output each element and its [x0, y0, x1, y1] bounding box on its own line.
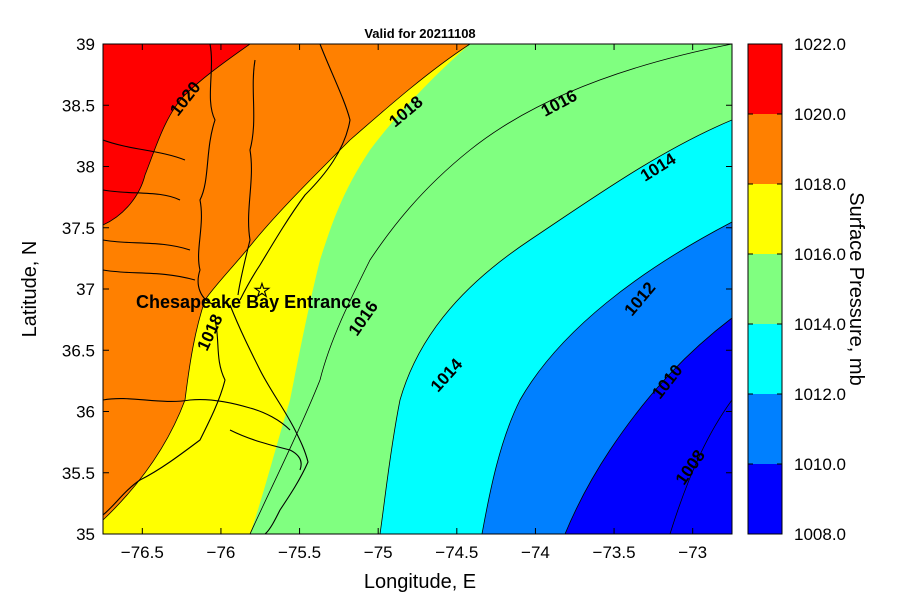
colorbar-segment	[748, 44, 782, 115]
x-tick-label: −76.5	[121, 543, 164, 562]
y-axis-label: Latitude, N	[19, 241, 41, 338]
contour-line-1018	[103, 44, 471, 521]
y-tick-label: 36.5	[62, 341, 95, 360]
colorbar-tick-label: 1012.0	[794, 385, 846, 404]
contour-line-1008	[669, 399, 732, 534]
contour-lines	[103, 44, 732, 534]
y-tick-label: 38	[76, 158, 95, 177]
x-tick-label: −76	[207, 543, 236, 562]
coastline	[103, 44, 351, 534]
colorbar-tick-label: 1008.0	[794, 525, 846, 544]
x-tick-label: −74	[521, 543, 550, 562]
location-marker-star: ☆	[253, 280, 271, 302]
colorbar-label: Surface Pressure, mb	[845, 192, 867, 385]
band-red	[103, 44, 250, 225]
x-tick-label: −73	[678, 543, 707, 562]
colorbar-ticks: 1022.0 1020.0 1018.0 1016.0 1014.0 1012.0 1010…	[748, 35, 846, 544]
colorbar	[747, 43, 783, 535]
colorbar-frame	[747, 43, 783, 535]
colorbar-segment	[748, 114, 782, 185]
location-marker-label: Chesapeake Bay Entrance	[136, 292, 361, 312]
y-axis: 39 38.5 38 37.5 37 36.5 36 35.5 35	[62, 35, 732, 544]
colorbar-segment	[748, 324, 782, 395]
x-tick-label: −73.5	[593, 543, 636, 562]
colorbar-segment	[748, 184, 782, 255]
map-plot-area: 1020 1018 1018 1016 1016 1014 1014 1012 …	[102, 43, 733, 535]
x-axis: −76.5 −76 −75.5 −75 −74.5 −74 −73.5 −73	[121, 44, 707, 562]
y-tick-label: 35.5	[62, 464, 95, 483]
colorbar-tick-label: 1018.0	[794, 175, 846, 194]
colorbar-tick-label: 1014.0	[794, 315, 846, 334]
y-tick-label: 38.5	[62, 96, 95, 115]
nc-va-coast	[229, 304, 309, 534]
contour-line-1014	[379, 119, 732, 534]
y-tick-label: 37	[76, 280, 95, 299]
x-tick-label: −74.5	[435, 543, 478, 562]
map-title: Valid for 20211108	[364, 26, 475, 41]
colorbar-tick-label: 1022.0	[794, 35, 846, 54]
contour-line-1020	[103, 44, 251, 226]
contour-line-1012	[481, 221, 732, 534]
pamlico-sound	[103, 319, 226, 516]
x-axis-label: Longitude, E	[364, 571, 476, 593]
y-tick-label: 36	[76, 403, 95, 422]
chesapeake-bay-east	[237, 59, 256, 296]
colorbar-tick-label: 1020.0	[794, 105, 846, 124]
chesapeake-bay-west	[197, 44, 216, 306]
y-tick-label: 37.5	[62, 219, 95, 238]
colorbar-tick-label: 1010.0	[794, 455, 846, 474]
bay-tributaries	[103, 139, 196, 281]
outer-banks-inner	[229, 429, 302, 471]
colorbar-tick-label: 1016.0	[794, 245, 846, 264]
delmarva-coast	[239, 44, 351, 301]
band-orange	[103, 44, 470, 520]
x-tick-label: −75.5	[278, 543, 321, 562]
y-tick-label: 35	[76, 525, 95, 544]
contour-line-1016	[249, 44, 732, 534]
x-tick-label: −75	[364, 543, 393, 562]
colorbar-segment	[748, 254, 782, 325]
albemarle-sound	[103, 398, 291, 431]
contour-line-1010	[564, 317, 732, 534]
colorbar-segment	[748, 394, 782, 465]
colorbar-segment	[748, 464, 782, 535]
y-tick-label: 39	[76, 35, 95, 54]
